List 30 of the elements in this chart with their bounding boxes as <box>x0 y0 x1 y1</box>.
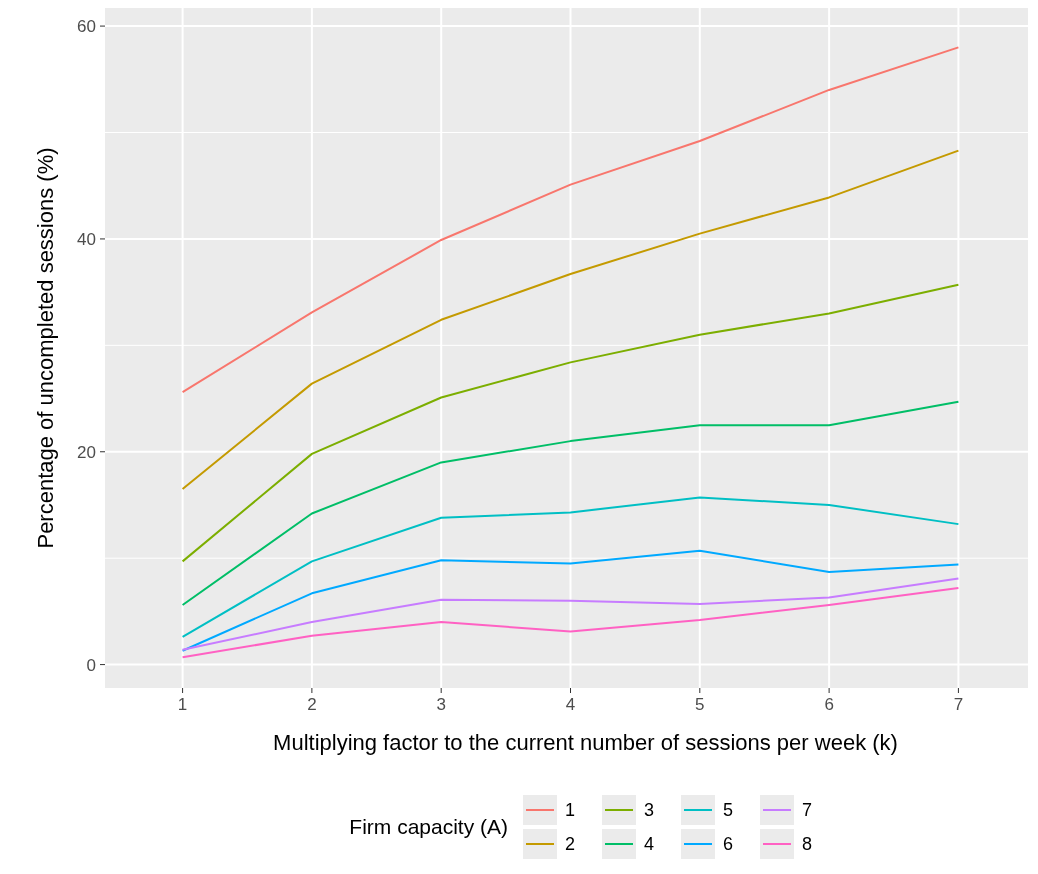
legend-label: 4 <box>644 834 655 855</box>
line-series <box>181 400 960 606</box>
x-tick-label: 3 <box>436 695 446 714</box>
line-series <box>181 46 960 394</box>
x-tick-label: 1 <box>177 695 188 714</box>
legend-label: 5 <box>723 800 734 821</box>
line-series <box>181 577 960 651</box>
legend-label: 8 <box>802 834 813 855</box>
line-series <box>181 149 960 490</box>
line-series <box>181 283 960 563</box>
legend-label: 2 <box>565 834 576 855</box>
y-tick-label: 60 <box>77 17 96 37</box>
legend-label: 3 <box>644 800 655 821</box>
legend-label: 7 <box>802 800 813 821</box>
x-axis-title: Multiplying factor to the current number of sessions per week (k) <box>273 730 898 755</box>
x-tick-label: 6 <box>824 695 834 714</box>
line-series <box>181 549 960 652</box>
legend-label: 1 <box>565 800 576 821</box>
legend-title: Firm capacity (A) <box>349 815 508 839</box>
line-series <box>181 586 960 659</box>
y-axis-title: Percentage of uncompleted sessions (%) <box>33 147 58 549</box>
x-tick-label: 7 <box>953 695 964 714</box>
y-tick-label: 0 <box>86 655 96 675</box>
x-tick-label: 2 <box>307 695 317 714</box>
y-tick-label: 20 <box>77 442 96 462</box>
legend-label: 6 <box>723 834 734 855</box>
line-series <box>181 496 960 638</box>
x-tick-label: 4 <box>565 695 576 714</box>
x-tick-label: 5 <box>695 695 705 714</box>
y-tick-label: 40 <box>77 229 96 249</box>
